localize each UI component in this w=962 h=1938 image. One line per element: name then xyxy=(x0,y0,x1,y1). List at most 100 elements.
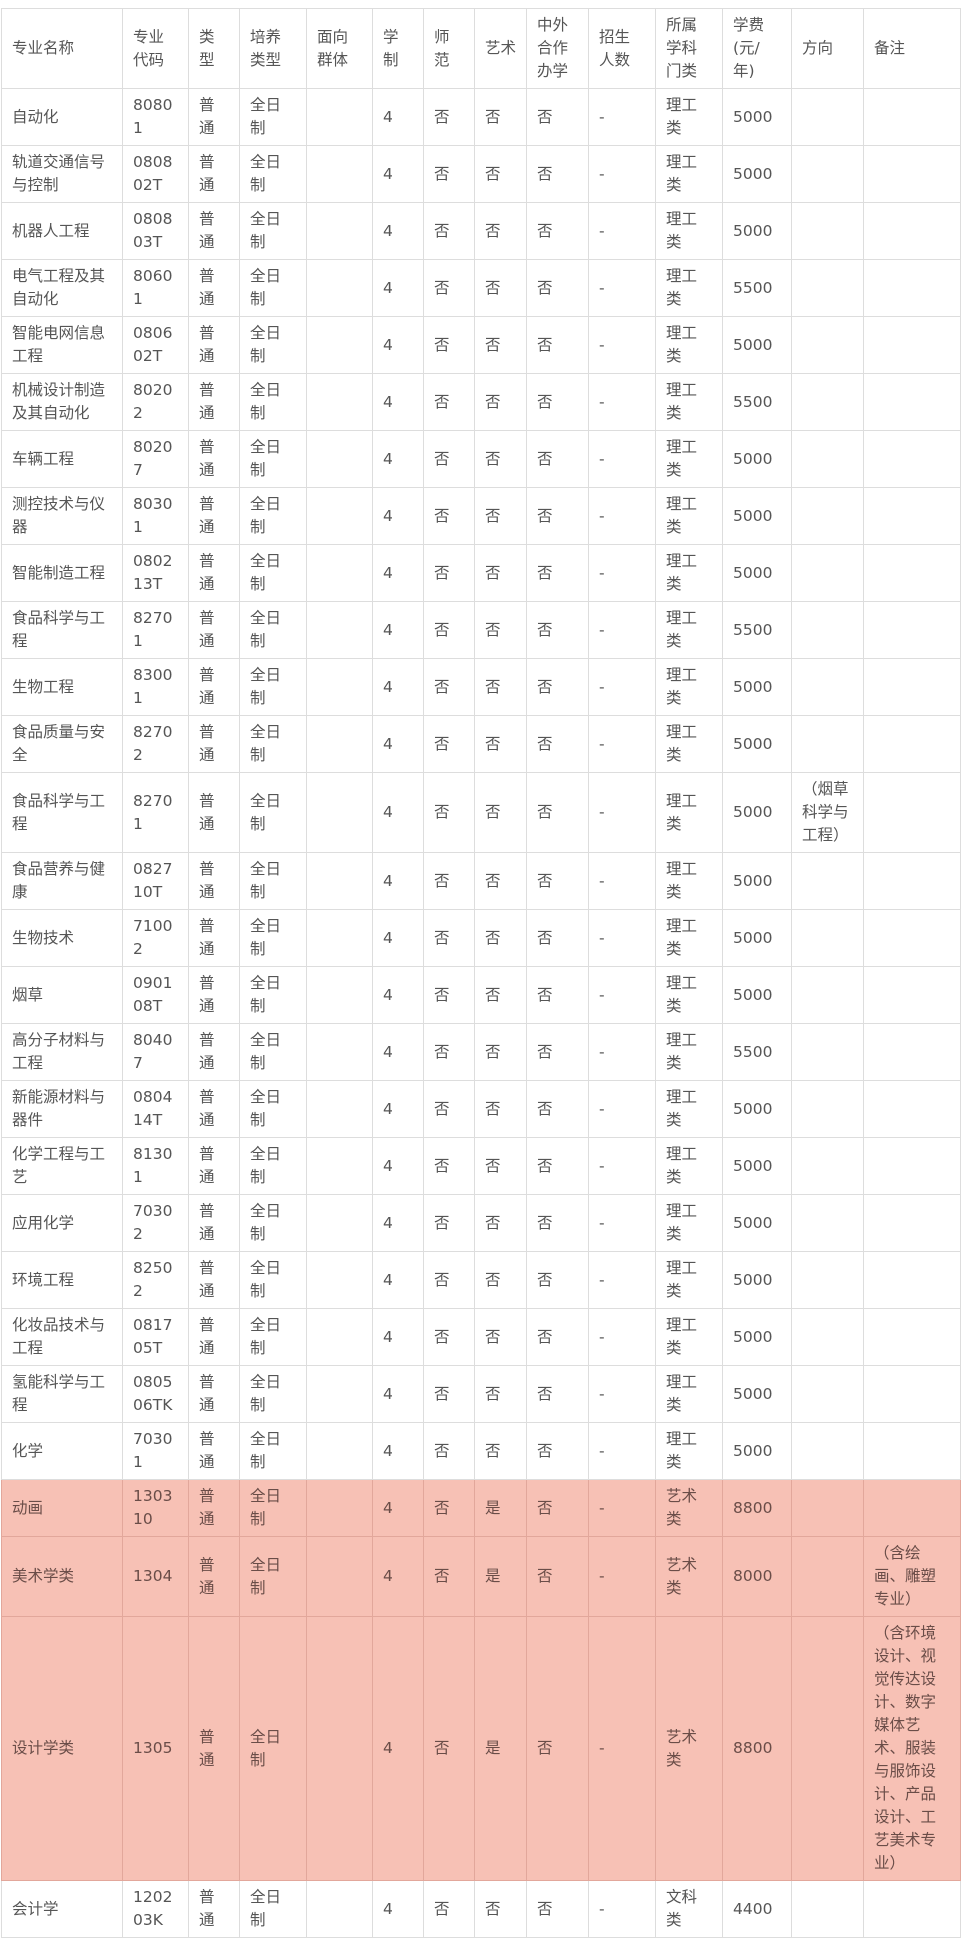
cell-joint-program: 否 xyxy=(526,909,589,967)
cell-study-mode: 全日制 xyxy=(239,715,307,773)
cell-remarks xyxy=(863,1880,961,1938)
cell-study-mode: 全日制 xyxy=(239,1023,307,1081)
cell-discipline: 理工类 xyxy=(655,430,723,488)
cell-joint-program: 否 xyxy=(526,544,589,602)
cell-major-name: 轨道交通信号与控制 xyxy=(1,145,123,203)
cell-major-name: 环境工程 xyxy=(1,1251,123,1309)
cell-target-group xyxy=(306,1616,373,1881)
cell-enrollment: - xyxy=(588,1194,656,1252)
cell-teacher-training: 否 xyxy=(423,1422,475,1480)
cell-art: 否 xyxy=(474,1194,527,1252)
cell-duration: 4 xyxy=(372,1251,424,1309)
cell-major-code: 81301 xyxy=(122,1137,189,1195)
cell-major-name: 化妆品技术与工程 xyxy=(1,1308,123,1366)
cell-art: 否 xyxy=(474,772,527,853)
cell-art: 是 xyxy=(474,1536,527,1617)
header-discipline: 所属学科门类 xyxy=(655,8,723,89)
cell-enrollment: - xyxy=(588,1251,656,1309)
table-row: 应用化学 70302 普通 全日制 4 否否否 - 理工类 5000 xyxy=(1,1194,961,1252)
cell-remarks xyxy=(863,601,961,659)
cell-target-group xyxy=(306,852,373,910)
cell-joint-program: 否 xyxy=(526,658,589,716)
cell-teacher-training: 否 xyxy=(423,1479,475,1537)
cell-discipline: 文科类 xyxy=(655,1880,723,1938)
header-teacher-training: 师范 xyxy=(423,8,475,89)
cell-joint-program: 否 xyxy=(526,202,589,260)
cell-major-code: 120203K xyxy=(122,1880,189,1938)
cell-art: 否 xyxy=(474,1251,527,1309)
cell-duration: 4 xyxy=(372,1023,424,1081)
cell-type: 普通 xyxy=(188,601,240,659)
cell-tuition: 5000 xyxy=(722,487,792,545)
cell-major-name: 高分子材料与工程 xyxy=(1,1023,123,1081)
cell-enrollment: - xyxy=(588,1479,656,1537)
cell-enrollment: - xyxy=(588,852,656,910)
cell-type: 普通 xyxy=(188,1365,240,1423)
cell-tuition: 5000 xyxy=(722,1308,792,1366)
cell-direction xyxy=(791,1479,864,1537)
cell-joint-program: 否 xyxy=(526,772,589,853)
table-row: 生物技术 71002 普通 全日制 4 否否否 - 理工类 5000 xyxy=(1,909,961,967)
cell-duration: 4 xyxy=(372,1137,424,1195)
cell-type: 普通 xyxy=(188,1137,240,1195)
cell-enrollment: - xyxy=(588,145,656,203)
cell-remarks xyxy=(863,1194,961,1252)
cell-tuition: 5500 xyxy=(722,373,792,431)
cell-study-mode: 全日制 xyxy=(239,430,307,488)
cell-target-group xyxy=(306,1365,373,1423)
cell-joint-program: 否 xyxy=(526,1137,589,1195)
cell-discipline: 理工类 xyxy=(655,202,723,260)
cell-enrollment: - xyxy=(588,487,656,545)
cell-discipline: 理工类 xyxy=(655,909,723,967)
cell-enrollment: - xyxy=(588,1023,656,1081)
cell-target-group xyxy=(306,259,373,317)
cell-teacher-training: 否 xyxy=(423,852,475,910)
cell-art: 否 xyxy=(474,88,527,146)
cell-major-name: 机器人工程 xyxy=(1,202,123,260)
table-row: 车辆工程 80207 普通 全日制 4 否否否 - 理工类 5000 xyxy=(1,430,961,488)
cell-duration: 4 xyxy=(372,373,424,431)
cell-direction xyxy=(791,316,864,374)
cell-teacher-training: 否 xyxy=(423,1251,475,1309)
cell-discipline: 艺术类 xyxy=(655,1536,723,1617)
cell-remarks: （含绘画、雕塑专业） xyxy=(863,1536,961,1617)
cell-study-mode: 全日制 xyxy=(239,601,307,659)
cell-direction xyxy=(791,259,864,317)
cell-type: 普通 xyxy=(188,772,240,853)
cell-type: 普通 xyxy=(188,1023,240,1081)
cell-target-group xyxy=(306,715,373,773)
cell-remarks xyxy=(863,1422,961,1480)
cell-teacher-training: 否 xyxy=(423,1137,475,1195)
cell-major-code: 71002 xyxy=(122,909,189,967)
cell-art: 否 xyxy=(474,601,527,659)
cell-art: 否 xyxy=(474,1422,527,1480)
cell-art: 否 xyxy=(474,487,527,545)
cell-direction xyxy=(791,1194,864,1252)
table-row: 电气工程及其自动化 80601 普通 全日制 4 否否否 - 理工类 5500 xyxy=(1,259,961,317)
cell-direction xyxy=(791,1422,864,1480)
cell-major-name: 生物技术 xyxy=(1,909,123,967)
table-row: 会计学 120203K 普通 全日制 4 否否否 - 文科类 4400 xyxy=(1,1880,961,1938)
cell-art: 否 xyxy=(474,1880,527,1938)
cell-study-mode: 全日制 xyxy=(239,373,307,431)
header-joint-program: 中外合作办学 xyxy=(526,8,589,89)
cell-teacher-training: 否 xyxy=(423,966,475,1024)
cell-study-mode: 全日制 xyxy=(239,1536,307,1617)
cell-art: 否 xyxy=(474,1137,527,1195)
cell-duration: 4 xyxy=(372,259,424,317)
cell-study-mode: 全日制 xyxy=(239,1080,307,1138)
cell-type: 普通 xyxy=(188,1422,240,1480)
cell-remarks xyxy=(863,1023,961,1081)
cell-major-code: 80407 xyxy=(122,1023,189,1081)
cell-art: 是 xyxy=(474,1479,527,1537)
cell-major-code: 080414T xyxy=(122,1080,189,1138)
cell-tuition: 5000 xyxy=(722,1080,792,1138)
cell-target-group xyxy=(306,88,373,146)
cell-target-group xyxy=(306,1080,373,1138)
cell-discipline: 理工类 xyxy=(655,1308,723,1366)
cell-major-name: 化学工程与工艺 xyxy=(1,1137,123,1195)
cell-major-code: 1305 xyxy=(122,1616,189,1881)
cell-major-code: 80301 xyxy=(122,487,189,545)
cell-major-code: 80202 xyxy=(122,373,189,431)
cell-enrollment: - xyxy=(588,601,656,659)
